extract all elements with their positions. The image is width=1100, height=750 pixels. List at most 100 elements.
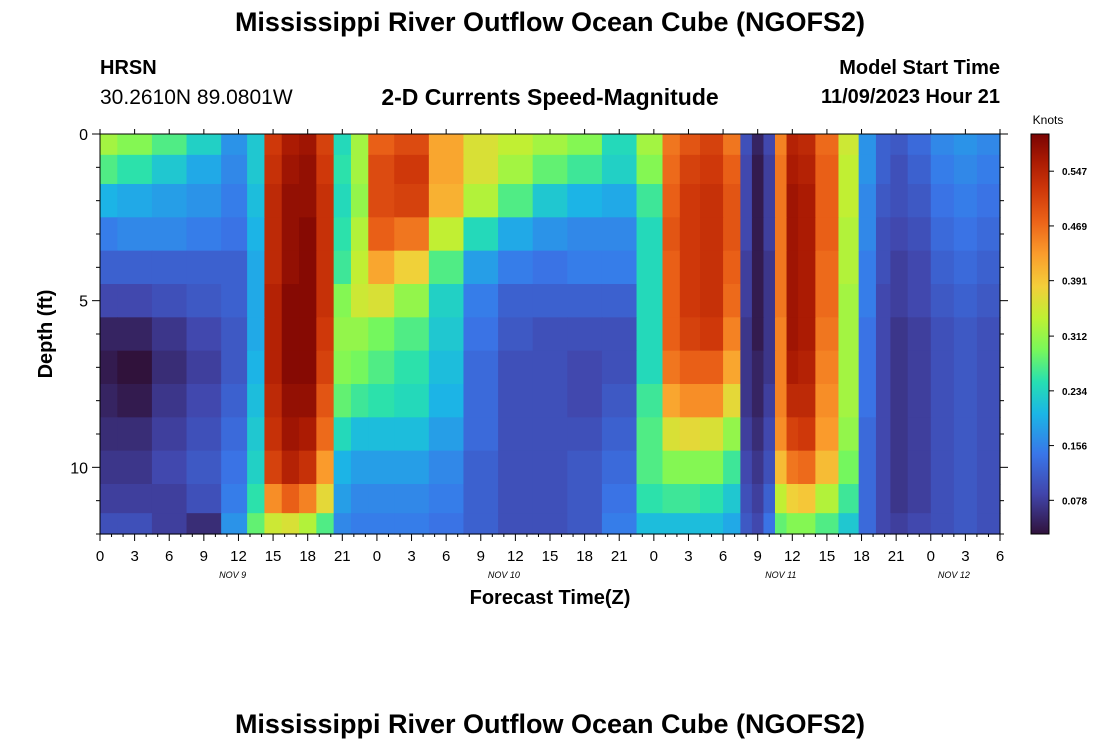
heatmap-cell bbox=[815, 450, 840, 485]
heatmap-cell bbox=[567, 317, 603, 352]
heatmap-cell bbox=[786, 134, 799, 156]
heatmap-cell bbox=[775, 154, 788, 185]
heatmap-cell bbox=[463, 450, 499, 485]
heatmap-cell bbox=[532, 350, 568, 385]
heatmap-cell bbox=[394, 217, 430, 252]
heatmap-cell bbox=[299, 384, 317, 418]
heatmap-cell bbox=[662, 317, 681, 352]
heatmap-cell bbox=[890, 384, 909, 418]
heatmap-cell bbox=[333, 513, 352, 535]
heatmap-cell bbox=[875, 350, 891, 385]
heatmap-cell bbox=[636, 484, 664, 514]
heatmap-cell bbox=[798, 513, 816, 535]
heatmap-cell bbox=[100, 450, 118, 485]
heatmap-cell bbox=[763, 154, 776, 185]
heatmap-cell bbox=[679, 513, 701, 535]
heatmap-cell bbox=[786, 513, 799, 535]
heatmap-cell bbox=[117, 250, 153, 285]
heatmap-cell bbox=[247, 284, 266, 318]
heatmap-cell bbox=[264, 250, 283, 285]
colorbar-gradient bbox=[1030, 133, 1050, 535]
heatmap-cell bbox=[890, 450, 909, 485]
heatmap-cell bbox=[907, 513, 932, 535]
heatmap-cell bbox=[316, 134, 335, 156]
heatmap-cell bbox=[786, 350, 799, 385]
heatmap-cell bbox=[186, 250, 222, 285]
day-label: NOV 9 bbox=[219, 570, 246, 580]
heatmap-cell bbox=[264, 450, 283, 485]
heatmap-cell bbox=[636, 250, 664, 285]
heatmap-cell bbox=[532, 417, 568, 452]
heatmap-cell bbox=[498, 450, 534, 485]
heatmap-cell bbox=[679, 384, 701, 418]
colorbar-tick-label: 0.156 bbox=[1062, 442, 1087, 453]
heatmap-cell bbox=[775, 350, 788, 385]
colorbar-tick-label: 0.547 bbox=[1062, 167, 1087, 178]
heatmap-cell bbox=[662, 184, 681, 218]
heatmap-cell bbox=[700, 284, 724, 318]
heatmap-cell bbox=[953, 513, 978, 535]
heatmap-cell bbox=[838, 450, 860, 485]
heatmap-cell bbox=[953, 450, 978, 485]
heatmap-cell bbox=[316, 184, 335, 218]
heatmap-cell bbox=[601, 484, 638, 514]
heatmap-cell bbox=[299, 184, 317, 218]
heatmap-cell bbox=[368, 154, 395, 185]
heatmap-cell bbox=[875, 217, 891, 252]
heatmap-cell bbox=[316, 217, 335, 252]
heatmap-cell bbox=[890, 513, 909, 535]
heatmap-cell bbox=[117, 184, 153, 218]
heatmap-cell bbox=[117, 484, 153, 514]
heatmap-cell bbox=[838, 417, 860, 452]
heatmap-cell bbox=[798, 217, 816, 252]
heatmap-cell bbox=[723, 484, 741, 514]
heatmap-cell bbox=[751, 417, 765, 452]
heatmap-cell bbox=[350, 250, 369, 285]
heatmap-cell bbox=[953, 384, 978, 418]
heatmap-cell bbox=[567, 154, 603, 185]
heatmap-cell bbox=[264, 513, 283, 535]
heatmap-cell bbox=[463, 134, 499, 156]
heatmap-cell bbox=[100, 384, 118, 418]
heatmap-cell bbox=[775, 450, 788, 485]
heatmap-cell bbox=[858, 450, 877, 485]
heatmap-cell bbox=[740, 184, 753, 218]
heatmap-cell bbox=[316, 350, 335, 385]
heatmap-cell bbox=[662, 284, 681, 318]
heatmap-cell bbox=[798, 250, 816, 285]
heatmap-cell bbox=[151, 184, 188, 218]
heatmap-cell bbox=[976, 184, 1001, 218]
heatmap-cell bbox=[740, 317, 753, 352]
x-tick-label: 12 bbox=[507, 548, 524, 565]
heatmap-cell bbox=[907, 484, 932, 514]
heatmap-cell bbox=[221, 450, 248, 485]
heatmap-cell bbox=[838, 484, 860, 514]
heatmap-cell bbox=[786, 184, 799, 218]
heatmap-cell bbox=[890, 154, 909, 185]
heatmap-cell bbox=[786, 317, 799, 352]
heatmap-cell bbox=[221, 317, 248, 352]
heatmap-cell bbox=[700, 317, 724, 352]
heatmap-cell bbox=[763, 450, 776, 485]
heatmap-cell bbox=[890, 217, 909, 252]
heatmap-cell bbox=[601, 384, 638, 418]
heatmap-cell bbox=[368, 184, 395, 218]
heatmap-cell bbox=[350, 284, 369, 318]
heatmap-cell bbox=[281, 134, 300, 156]
heatmap-cell bbox=[151, 284, 188, 318]
heatmap-cell bbox=[858, 317, 877, 352]
heatmap-cell bbox=[930, 154, 955, 185]
heatmap-cell bbox=[786, 484, 799, 514]
heatmap-cell bbox=[763, 284, 776, 318]
heatmap-cell bbox=[151, 513, 188, 535]
heatmap-cell bbox=[700, 484, 724, 514]
heatmap-cell bbox=[117, 384, 153, 418]
heatmap-cell bbox=[636, 134, 664, 156]
heatmap-cell bbox=[838, 154, 860, 185]
x-tick-label: 12 bbox=[784, 548, 801, 565]
heatmap-cell bbox=[394, 417, 430, 452]
heatmap-cell bbox=[740, 250, 753, 285]
heatmap-cell bbox=[316, 317, 335, 352]
heatmap-cell bbox=[700, 417, 724, 452]
heatmap-cell bbox=[299, 250, 317, 285]
